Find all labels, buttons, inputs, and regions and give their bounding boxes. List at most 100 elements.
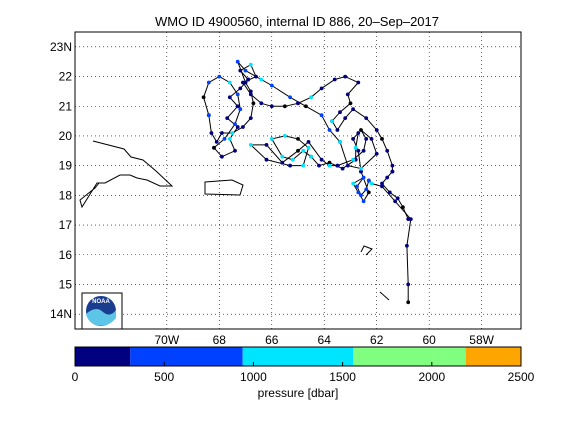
profile-marker-12-8 [390,163,395,168]
colorbar-band-1 [130,347,243,366]
lon-tick-label-4: 62 [370,333,384,347]
profile-marker-13-5 [401,205,405,210]
track-segment-3 [271,135,312,167]
profile-marker-2-6 [340,166,345,171]
profile-marker-11-6 [345,92,350,97]
profile-marker-5-5 [369,137,374,141]
profile-marker-5-6 [374,151,379,156]
profile-marker-13-4 [395,196,400,201]
colorbar-bands [75,347,521,366]
profile-marker-3-5 [283,134,287,138]
profile-marker-1-5 [351,181,355,186]
track-segment-1 [352,171,370,203]
track-segment-12 [331,108,393,172]
profile-marker-6-1 [327,128,332,132]
coastlines [79,140,390,301]
profile-marker-9-6 [235,104,240,109]
profile-marker-7-6 [220,131,224,135]
profile-marker-0-3 [408,217,413,222]
profile-marker-2-3 [356,131,361,135]
profile-marker-9-8 [238,86,243,91]
profile-marker-4-8 [327,163,332,168]
profile-marker-11-4 [343,74,348,79]
profile-marker-12-1 [335,128,340,132]
profile-marker-10-3 [254,74,258,79]
longitude-labels: 70W 68 66 64 62 60 58W [154,333,494,347]
puerto-rico-coast [204,179,244,196]
track-segment-2 [310,131,362,172]
profile-marker-8-4 [227,80,232,85]
profile-marker-3-6 [296,137,300,141]
profile-marker-6-8 [235,59,240,64]
profile-marker-5-3 [364,137,369,141]
profile-marker-4-4 [280,160,285,165]
profile-marker-11-0 [296,101,300,106]
profile-marker-9-1 [220,154,224,159]
profile-marker-3-8 [301,163,306,168]
profile-marker-7-1 [248,89,253,94]
lat-tick-label-4: 19 [59,159,73,173]
chart-title: WMO ID 4900560, internal ID 886, 20–Sep–… [155,14,439,29]
profile-marker-6-7 [243,68,248,73]
profile-marker-6-6 [259,77,264,82]
lat-tick-label-3: 20 [59,129,73,143]
track-segment-5 [337,129,378,170]
profile-marker-4-1 [264,157,269,162]
profile-marker-2-1 [356,148,361,153]
colorbar-tick-label-5: 2500 [508,370,535,384]
profile-marker-4-3 [264,143,269,147]
colorbar-frame [74,346,522,367]
profile-marker-12-5 [374,128,379,132]
lat-tick-label-9: 14N [50,307,72,321]
map-area: 23N 22 21 20 19 18 17 16 15 14N 70W 68 66 64 62 60 58W [50,31,522,347]
noaa-logo: NOAA [81,292,123,330]
profile-marker-9-5 [225,116,230,120]
profile-marker-9-2 [233,148,237,153]
profile-marker-8-1 [201,95,206,100]
colorbar-tick-label-4: 2000 [418,370,445,384]
profile-marker-1-8 [366,190,371,195]
profile-marker-1-1 [364,187,369,192]
profile-marker-0-6 [369,181,374,186]
profile-marker-7-4 [241,125,245,129]
profile-marker-13-2 [380,181,384,186]
profile-marker-2-2 [351,137,355,141]
profile-marker-6-0 [338,140,342,144]
profile-marker-10-5 [248,92,253,97]
small-island-east [360,245,373,256]
profile-marker-7-2 [251,101,256,106]
profile-marker-6-4 [288,95,292,100]
profile-marker-3-0 [309,154,313,159]
profile-marker-6-3 [304,104,308,109]
profile-marker-4-7 [319,157,324,162]
profile-marker-2-4 [353,145,358,150]
profile-marker-0-5 [380,184,384,189]
profile-marker-8-2 [206,80,211,85]
track-segment-4 [249,141,338,167]
profile-marker-7-0 [243,80,248,85]
profile-marker-2-7 [327,160,332,165]
profile-marker-10-4 [241,80,245,85]
colorbar-band-2 [242,347,354,366]
profile-marker-11-8 [338,110,342,115]
profile-marker-0-0 [406,300,411,305]
small-island-south [379,291,390,301]
lon-tick-label-1: 68 [213,333,227,347]
profile-marker-3-2 [290,157,295,162]
colorbar-tick-label-2: 1000 [240,370,267,384]
profile-marker-5-0 [335,163,340,168]
profile-marker-5-1 [351,157,355,162]
colorbar-band-0 [75,347,131,366]
profile-marker-9-7 [227,95,232,100]
colorbar-band-4 [465,347,521,366]
lat-tick-label-0: 23N [50,40,72,54]
profile-marker-10-0 [246,77,251,82]
colorbar-tick-label-0: 0 [72,370,79,384]
profile-marker-10-8 [283,104,287,109]
profile-marker-9-0 [212,145,216,150]
profile-marker-7-5 [230,131,235,135]
profile-marker-8-6 [238,107,243,112]
track-segment-9 [213,79,249,158]
profile-marker-5-7 [359,166,363,171]
